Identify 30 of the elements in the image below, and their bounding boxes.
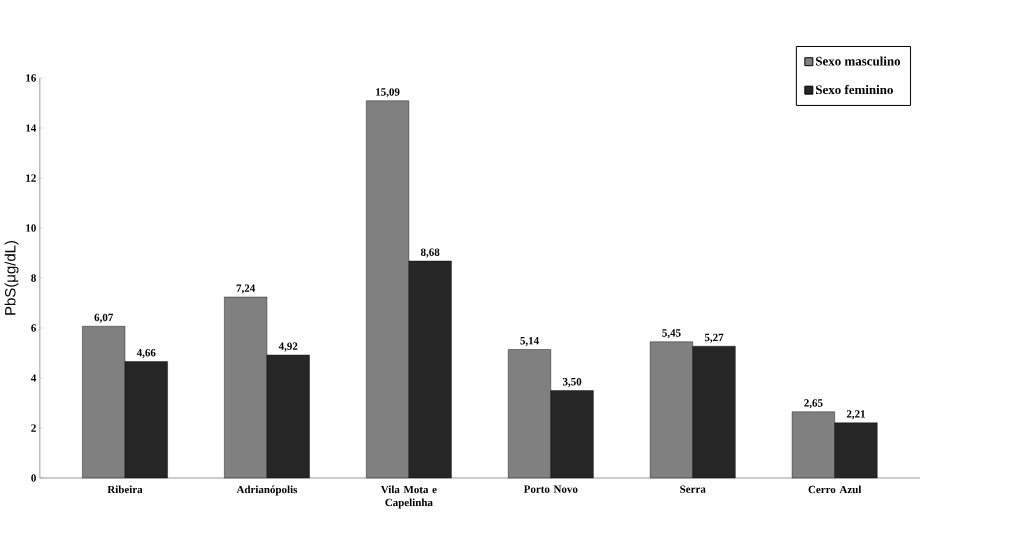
y-tick-label: 6 bbox=[31, 324, 36, 332]
data-label: 8,68 bbox=[420, 248, 440, 258]
data-label: 5,14 bbox=[520, 337, 539, 346]
y-tick-label: 8 bbox=[31, 274, 36, 282]
data-label: 7,24 bbox=[236, 284, 256, 294]
x-tick-label: Cerro Azul bbox=[808, 485, 862, 494]
data-label: 4,92 bbox=[278, 342, 298, 352]
data-label: 15,09 bbox=[376, 88, 400, 98]
x-tick-label: Porto Novo bbox=[523, 485, 578, 493]
data-label: 5,27 bbox=[704, 333, 724, 343]
data-label: 4,66 bbox=[136, 349, 156, 358]
data-label: 3,50 bbox=[562, 378, 582, 387]
y-tick-label: 12 bbox=[26, 174, 36, 182]
x-tick-label: Serra bbox=[680, 485, 706, 493]
legend-label: Sexo feminino bbox=[816, 84, 893, 95]
y-tick-label: 10 bbox=[26, 224, 36, 232]
y-axis-title: PbS(μg/dL) bbox=[4, 240, 19, 315]
legend-label: Sexo masculino bbox=[816, 56, 901, 66]
data-label: 2,21 bbox=[846, 410, 865, 420]
y-tick-label: 16 bbox=[26, 74, 36, 82]
x-tick-label: Ribeira bbox=[107, 485, 143, 494]
y-tick-label: 14 bbox=[26, 124, 37, 132]
data-label: 5,45 bbox=[662, 329, 681, 339]
y-tick-label: 2 bbox=[31, 424, 36, 432]
data-label: 2,65 bbox=[804, 399, 823, 409]
y-tick-label: 0 bbox=[31, 474, 36, 482]
x-tick-label: Vila Mota e Capelinha bbox=[380, 485, 437, 509]
y-tick-label: 4 bbox=[31, 374, 37, 382]
data-label: 6,07 bbox=[94, 313, 114, 323]
x-tick-label: Adrianópolis bbox=[236, 485, 298, 496]
